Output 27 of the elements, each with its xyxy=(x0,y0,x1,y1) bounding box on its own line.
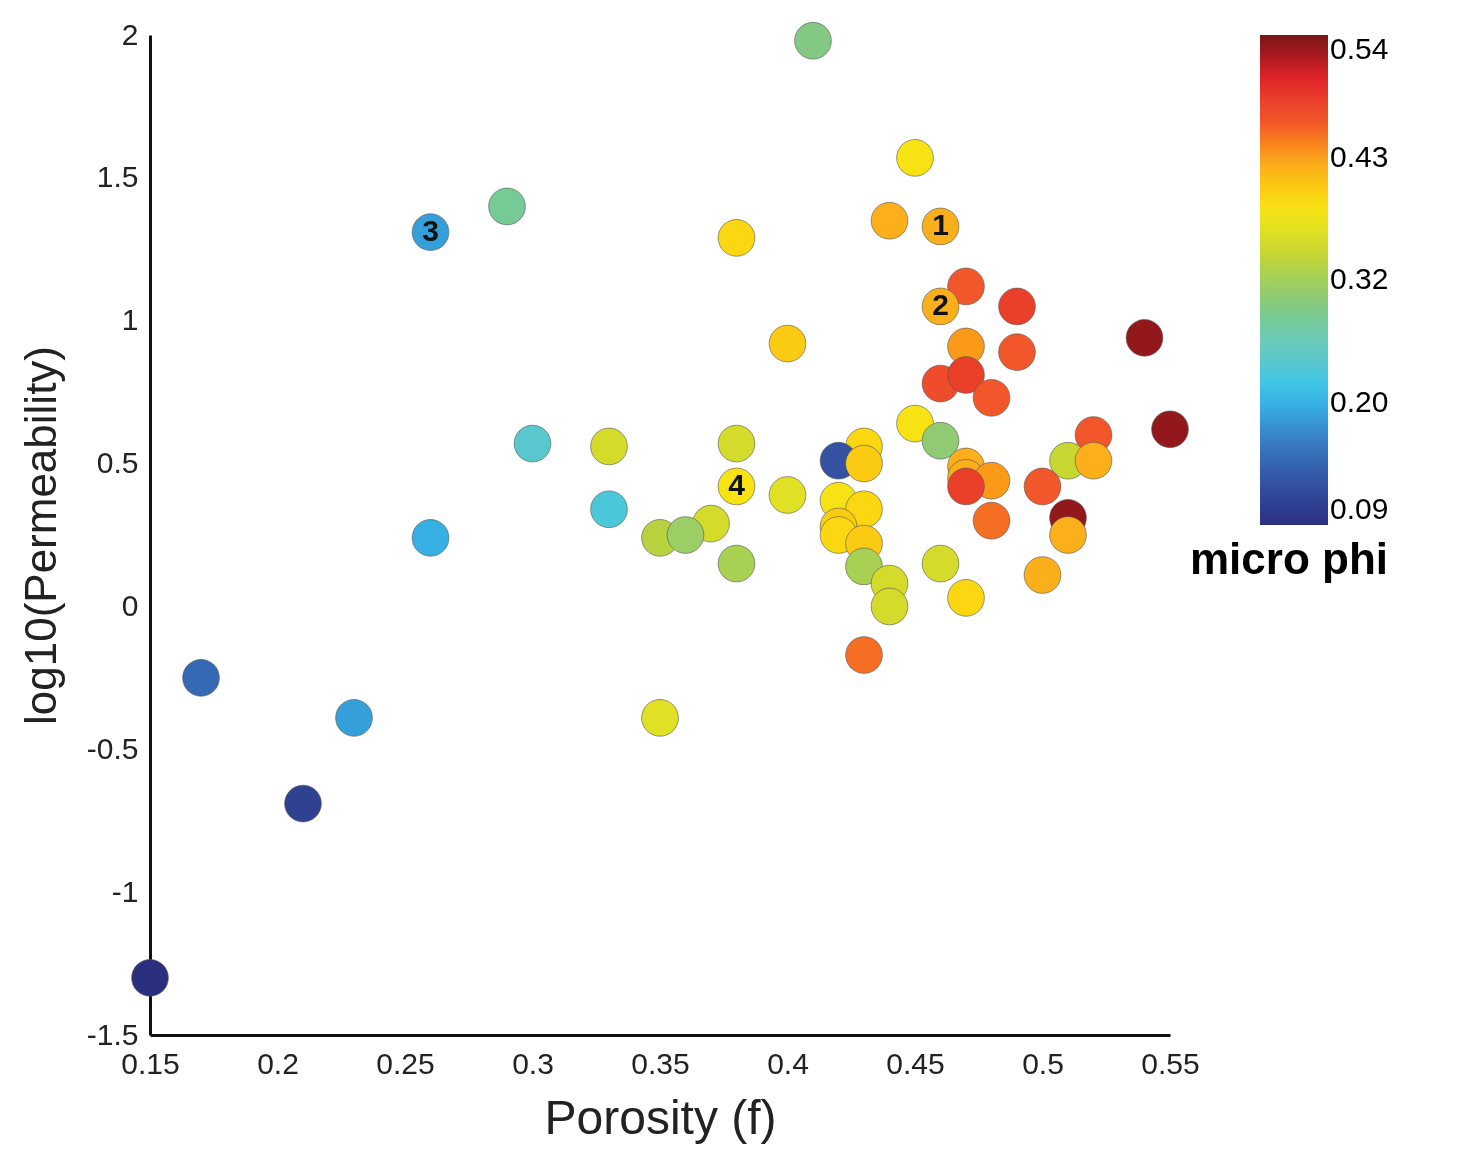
y-tick-label: 1.5 xyxy=(96,160,139,194)
color-bar-label: 0.20 xyxy=(1330,384,1389,418)
x-tick-label: 0.25 xyxy=(376,1046,435,1080)
annotation: 1 xyxy=(932,208,949,242)
y-tick-label: 2 xyxy=(121,17,139,51)
x-tick-label: 0.5 xyxy=(1022,1046,1064,1080)
y-tick-label: 0.5 xyxy=(96,446,139,480)
x-tick-label: 0.3 xyxy=(512,1046,554,1080)
x-tick-label: 0.45 xyxy=(886,1046,945,1080)
color-bar-label: 0.09 xyxy=(1330,492,1389,525)
x-tick-label: 0.4 xyxy=(767,1046,809,1080)
x-tick-label: 0.35 xyxy=(631,1046,690,1080)
x-tick-label: 0.55 xyxy=(1141,1046,1200,1080)
y-tick-label: 0 xyxy=(121,588,139,622)
color-bar-label: 0.32 xyxy=(1330,262,1389,295)
y-tick-label: 1 xyxy=(121,303,139,337)
annotation: 4 xyxy=(728,468,746,502)
annotation: 3 xyxy=(422,214,439,248)
x-tick-label: 0.2 xyxy=(257,1046,299,1080)
color-bar-label: 0.43 xyxy=(1330,139,1389,173)
color-bar-title: micro phi xyxy=(1189,534,1388,583)
annotation: 2 xyxy=(932,288,949,322)
y-axis-title: log10(Permeability) xyxy=(15,345,65,726)
y-tick-label: -0.5 xyxy=(86,731,139,765)
color-bar-label: 0.54 xyxy=(1330,32,1389,65)
y-tick-label: -1 xyxy=(111,874,139,908)
x-axis-title: Porosity (f) xyxy=(544,1090,777,1144)
